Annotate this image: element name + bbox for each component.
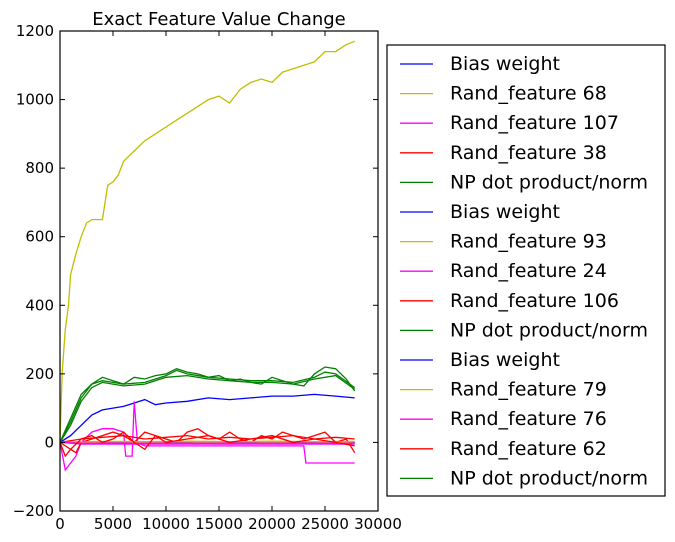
y-tick-label: 800 xyxy=(25,159,54,177)
y-tick-label: 400 xyxy=(25,296,54,314)
series-line-8 xyxy=(60,441,355,445)
series-line-1 xyxy=(60,393,355,443)
legend-item: NP dot product/norm xyxy=(400,171,648,193)
x-tick-label: 30000 xyxy=(354,515,402,533)
legend: Bias weight Rand_feature 68 Rand_feature 1… xyxy=(386,44,666,497)
y-tick-label: 1200 xyxy=(16,22,54,40)
series-line-9 xyxy=(60,427,356,458)
legend-item: Rand_feature 24 xyxy=(400,260,607,282)
series-line-14 xyxy=(60,431,355,451)
x-tick-label: 5000 xyxy=(94,515,132,533)
axis-tick-labels: 0 5000 10000 15000 20000 25000 30000−200020040… xyxy=(13,22,402,533)
legend-label: Rand_feature 62 xyxy=(450,438,607,460)
y-tick-label: 1000 xyxy=(16,91,54,109)
series-line-12 xyxy=(60,441,355,444)
legend-item: Rand_feature 107 xyxy=(400,112,619,134)
plot-lines xyxy=(60,40,356,472)
legend-item: Rand_feature 62 xyxy=(400,438,607,460)
y-tick-label: 600 xyxy=(25,228,54,246)
legend-label: Rand_feature 24 xyxy=(450,260,607,282)
legend-frame xyxy=(386,44,666,497)
legend-label: Rand_feature 106 xyxy=(450,290,619,312)
chart-title: Exact Feature Value Change xyxy=(92,9,346,30)
x-tick-label: 25000 xyxy=(301,515,349,533)
series-line-5 xyxy=(60,369,356,443)
legend-item: NP dot product/norm xyxy=(400,319,648,341)
legend-item: Bias weight xyxy=(400,53,560,75)
legend-item: Rand_feature 68 xyxy=(400,83,607,105)
axis-ticks xyxy=(59,30,379,512)
legend-item: Rand_feature 106 xyxy=(400,290,619,312)
series-line-2 xyxy=(60,40,355,443)
series-line-15 xyxy=(60,374,356,443)
legend-label: Rand_feature 93 xyxy=(450,231,607,253)
series-line-3 xyxy=(60,401,355,472)
legend-label: Rand_feature 68 xyxy=(450,83,607,105)
legend-label: Bias weight xyxy=(450,53,560,75)
x-tick-label: 15000 xyxy=(195,515,243,533)
legend-item: Bias weight xyxy=(400,349,560,371)
x-tick-label: 0 xyxy=(55,515,65,533)
legend-item: Rand_feature 93 xyxy=(400,231,607,253)
legend-label: Rand_feature 76 xyxy=(450,408,607,430)
y-tick-label: 200 xyxy=(25,365,54,383)
series-line-10 xyxy=(60,366,356,443)
legend-item: Rand_feature 76 xyxy=(400,408,607,430)
legend-label: Rand_feature 107 xyxy=(450,112,619,134)
y-tick-label: 0 xyxy=(44,433,54,451)
x-tick-label: 10000 xyxy=(142,515,190,533)
legend-label: Rand_feature 79 xyxy=(450,379,607,401)
legend-item: Bias weight xyxy=(400,201,560,223)
legend-label: NP dot product/norm xyxy=(450,171,648,193)
legend-label: NP dot product/norm xyxy=(450,467,648,489)
legend-item: NP dot product/norm xyxy=(400,467,648,489)
legend-label: Rand_feature 38 xyxy=(450,142,607,164)
legend-label: Bias weight xyxy=(450,349,560,371)
legend-label: Bias weight xyxy=(450,201,560,223)
y-tick-label: −200 xyxy=(13,502,54,520)
series-line-13 xyxy=(60,441,355,444)
x-tick-label: 20000 xyxy=(248,515,296,533)
legend-label: NP dot product/norm xyxy=(450,319,648,341)
legend-item: Rand_feature 79 xyxy=(400,379,607,401)
legend-item: Rand_feature 38 xyxy=(400,142,607,164)
